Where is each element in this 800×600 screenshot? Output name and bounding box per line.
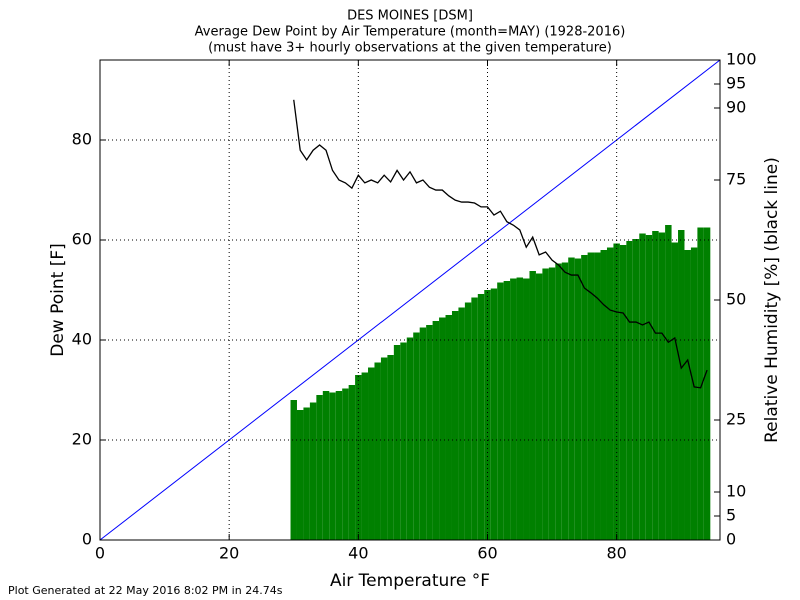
bar [309, 402, 317, 540]
bar [374, 362, 381, 540]
bar [671, 242, 679, 540]
bar [652, 231, 659, 540]
bar [639, 233, 646, 540]
bar [464, 302, 472, 540]
bar [471, 297, 478, 540]
y2-tick-label: 10 [726, 482, 746, 501]
bar [400, 342, 407, 540]
bar [296, 410, 304, 540]
y-tick-label: 60 [72, 230, 92, 249]
bar [535, 273, 543, 540]
bar [523, 278, 530, 540]
bar [529, 271, 536, 540]
bar [678, 230, 685, 540]
bar [510, 278, 517, 540]
bar [303, 407, 310, 540]
bar [690, 247, 698, 540]
bar [613, 243, 620, 540]
bar [503, 281, 511, 540]
bar [516, 277, 524, 540]
x-axis-label: Air Temperature °F [330, 571, 490, 591]
y2-tick-label: 100 [726, 50, 757, 69]
y-tick-label: 20 [72, 430, 92, 449]
bar [497, 282, 504, 540]
bar [568, 257, 575, 540]
x-tick-label: 80 [606, 544, 626, 563]
y-tick-label: 80 [72, 130, 92, 149]
bar [632, 239, 640, 540]
bar [329, 392, 336, 540]
bar [697, 227, 704, 540]
bar [684, 250, 691, 540]
bar [606, 247, 614, 540]
bar [316, 395, 323, 540]
bar [406, 337, 414, 540]
bar [290, 400, 297, 540]
bar [419, 327, 427, 540]
bar [413, 332, 420, 540]
bar [368, 367, 375, 540]
bar [555, 263, 562, 540]
footer: Plot Generated at 22 May 2016 8:02 PM in… [8, 584, 283, 597]
bar [587, 252, 595, 540]
bar [322, 391, 330, 540]
rh-line [293, 99, 708, 389]
y2-axis-label: Relative Humidity [%] (black line) [762, 157, 782, 443]
y2-tick-label: 25 [726, 410, 746, 429]
bar [445, 315, 452, 540]
plot-frame [99, 59, 721, 541]
bar [600, 250, 607, 540]
y-tick-label: 40 [72, 330, 92, 349]
bar [703, 227, 711, 540]
bar [542, 268, 549, 540]
bar [335, 391, 343, 540]
bar [548, 267, 556, 540]
bar [393, 345, 401, 540]
chart-subtitle: (must have 3+ hourly observations at the… [208, 41, 612, 56]
y2-tick-label: 5 [726, 506, 736, 525]
bar [355, 375, 362, 540]
x-tick-label: 0 [95, 544, 105, 563]
bar [361, 372, 369, 540]
bar [484, 290, 491, 540]
y2-tick-label: 75 [726, 170, 746, 189]
chart-title: Average Dew Point by Air Temperature (mo… [195, 25, 626, 40]
bar [574, 258, 582, 540]
bar [477, 294, 485, 540]
x-tick-label: 40 [348, 544, 368, 563]
bar [432, 321, 440, 540]
bar [348, 385, 356, 540]
chart-title: DES MOINES [DSM] [347, 9, 473, 24]
x-tick-label: 20 [219, 544, 239, 563]
y-axis-label: Dew Point [F] [48, 243, 68, 357]
bar [561, 262, 569, 540]
y2-tick-label: 95 [726, 74, 746, 93]
bar [380, 357, 388, 540]
bar [342, 388, 349, 540]
bar [458, 307, 465, 540]
bar [626, 241, 633, 540]
bar [426, 325, 433, 540]
bar [490, 288, 498, 540]
bar [645, 235, 653, 540]
bar [439, 317, 446, 540]
bar [451, 311, 459, 540]
y2-tick-label: 0 [726, 530, 736, 549]
y-tick-label: 0 [82, 530, 92, 549]
bar [387, 355, 394, 540]
y2-tick-label: 50 [726, 290, 746, 309]
bar [594, 252, 601, 540]
y2-tick-label: 90 [726, 98, 746, 117]
bar [665, 225, 672, 540]
bar [658, 232, 666, 540]
bar [619, 245, 627, 540]
bar [581, 255, 588, 540]
x-tick-label: 60 [477, 544, 497, 563]
